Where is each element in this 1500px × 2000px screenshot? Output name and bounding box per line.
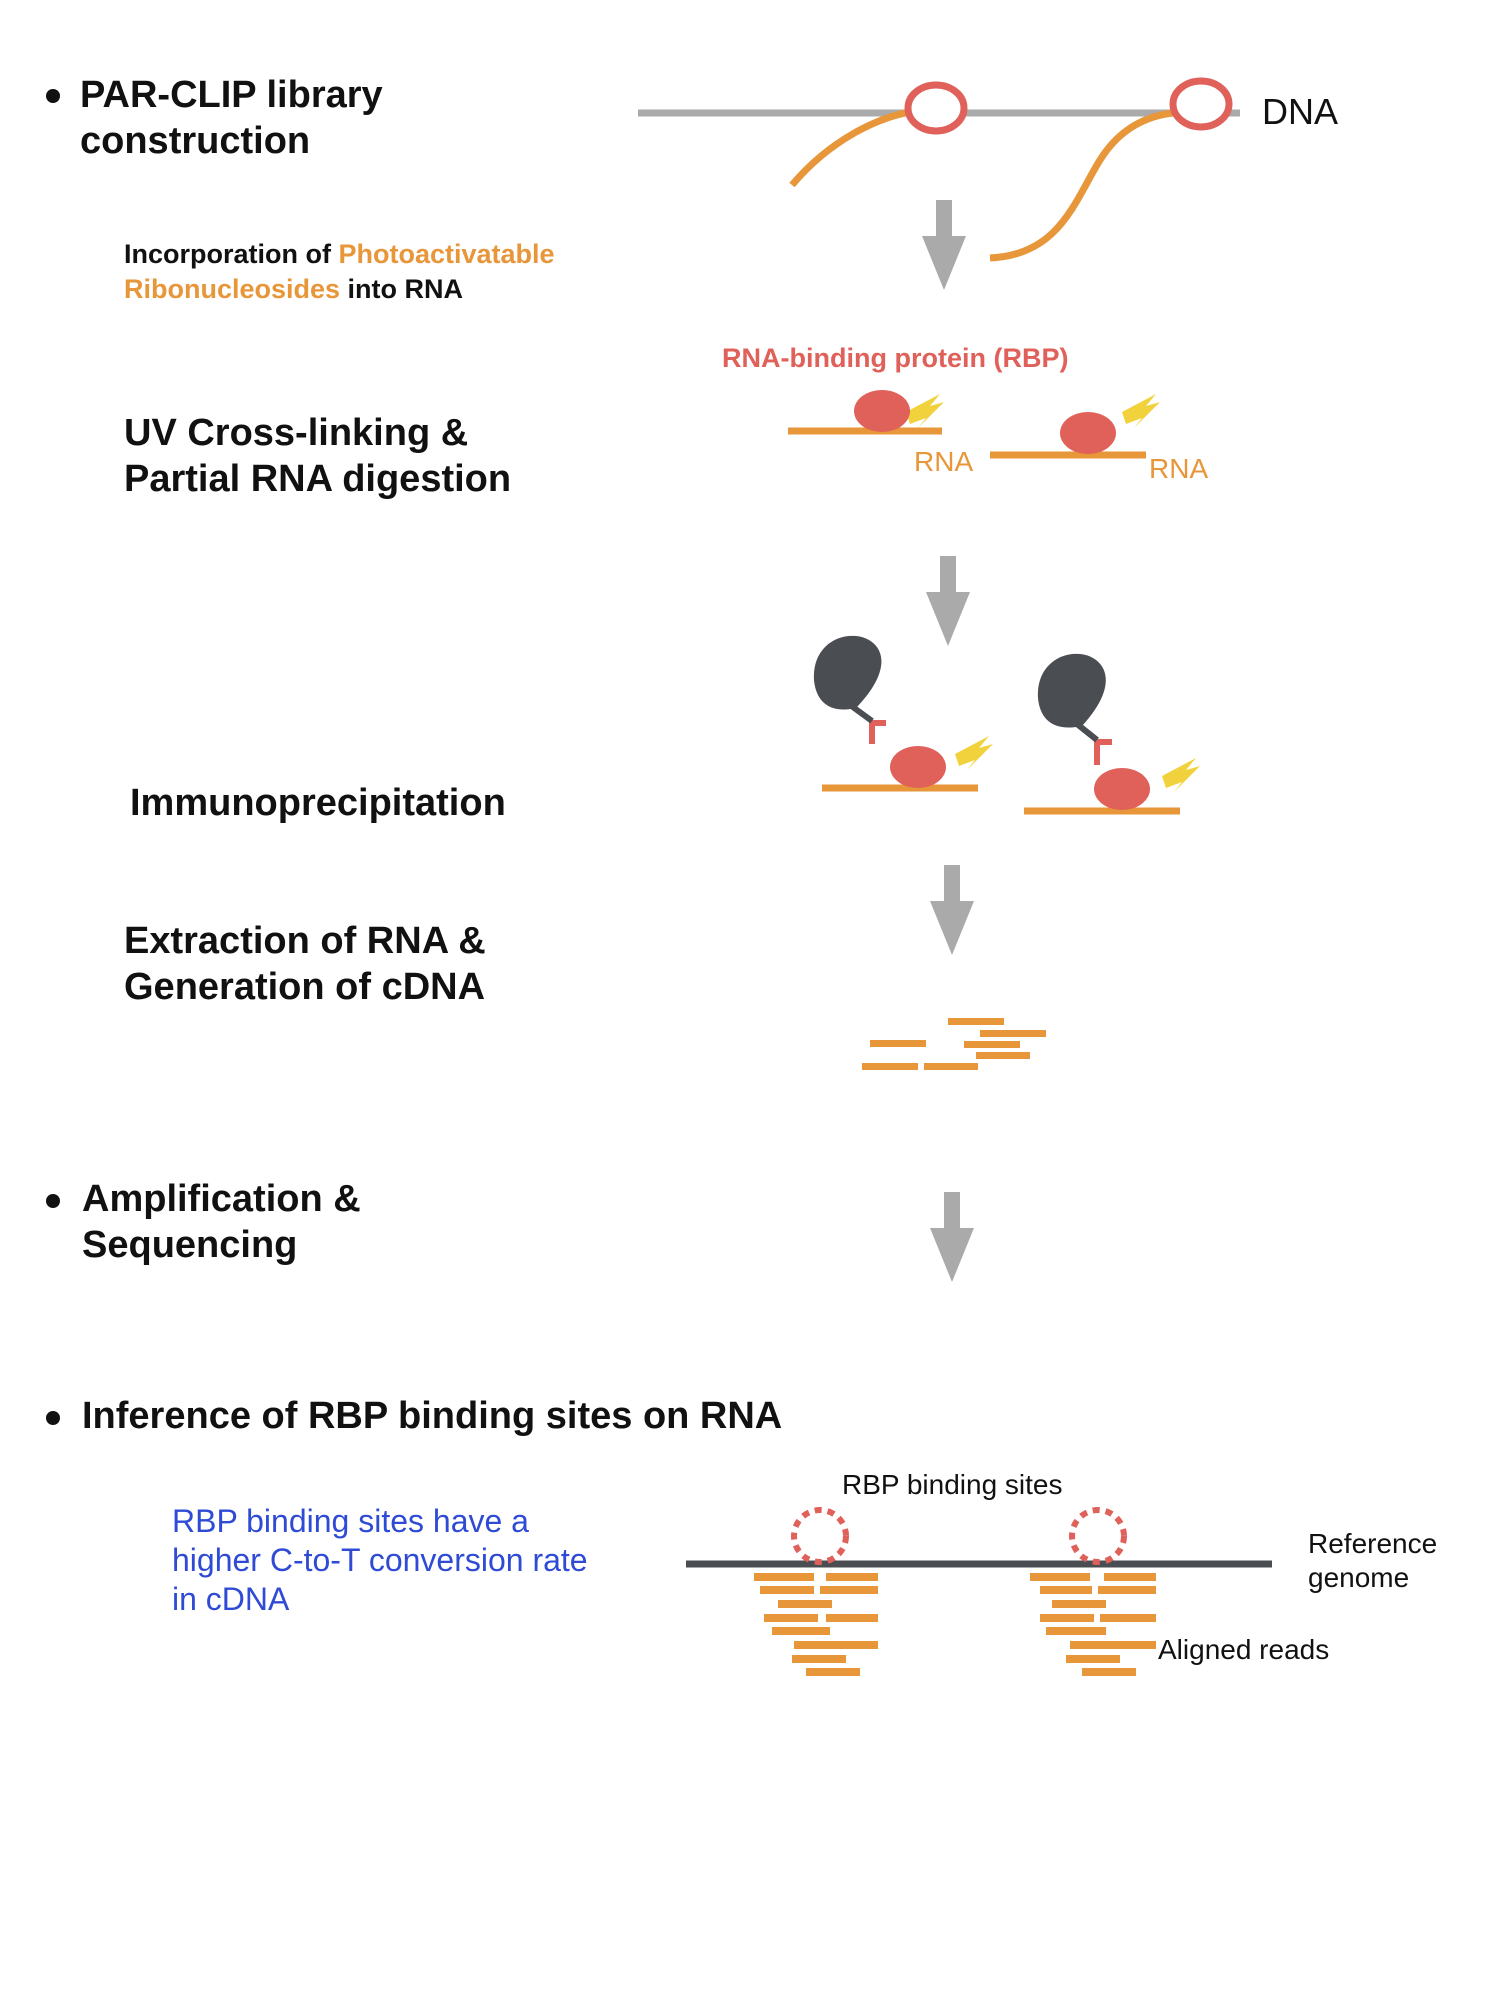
bullet-library xyxy=(46,89,60,103)
ip-bolt-right xyxy=(1162,758,1200,792)
step-extract-line2: Generation of cDNA xyxy=(124,966,486,1008)
arrow-down-4 xyxy=(930,1192,974,1282)
aligned-reads-left xyxy=(754,1573,878,1676)
arrow-down-3 xyxy=(930,865,974,955)
antibody-right xyxy=(1094,739,1112,765)
note-line2: higher C-to-T conversion rate xyxy=(172,1542,588,1578)
bullet-inference xyxy=(46,1411,60,1425)
ip-bolt-left xyxy=(955,736,993,770)
aligned-reads-label: Aligned reads xyxy=(1158,1634,1330,1665)
binding-sites-label: RBP binding sites xyxy=(842,1469,1063,1500)
polymerase-left xyxy=(904,81,968,135)
reference-line2: genome xyxy=(1308,1562,1410,1593)
reference-genome-label: Reference genome xyxy=(1308,1527,1488,1595)
dna-label: DNA xyxy=(1262,91,1339,132)
note-line1: RBP binding sites have a xyxy=(172,1503,529,1539)
incorporation-prefix: Incorporation of xyxy=(124,239,339,269)
incorporation-suffix: into RNA xyxy=(340,274,464,304)
antibody-left xyxy=(869,720,886,744)
step-extract-title: Extraction of RNA & Generation of cDNA xyxy=(124,918,584,1010)
incorporation-highlight-1: Photoactivatable xyxy=(338,239,555,269)
step-ip-text: Immunoprecipitation xyxy=(130,782,506,824)
crosslink-complex-left xyxy=(788,390,944,435)
cdna-fragments xyxy=(862,1018,1046,1070)
bead-left xyxy=(813,635,882,710)
polymerase-right xyxy=(1169,77,1233,131)
uv-bolt-right xyxy=(1122,394,1160,428)
arrow-down-1 xyxy=(922,200,966,290)
step-ip-title: Immunoprecipitation xyxy=(130,780,550,826)
arrow-down-2 xyxy=(926,556,970,646)
dna-transcription-illustration xyxy=(638,77,1240,262)
rbp-left xyxy=(854,390,910,432)
incorporation-text: Incorporation of Photoactivatable Ribonu… xyxy=(124,237,644,307)
ip-complex-right xyxy=(1024,653,1200,815)
ip-complex-left xyxy=(813,635,993,792)
rna-label-left: RNA xyxy=(914,446,974,477)
step-uv-line2: Partial RNA digestion xyxy=(124,458,512,500)
nascent-rna-left xyxy=(789,107,919,188)
step-amp-line2: Sequencing xyxy=(82,1224,298,1266)
step-library-text: PAR-CLIP library construction xyxy=(80,74,383,162)
step-inference-title: Inference of RBP binding sites on RNA xyxy=(82,1393,902,1439)
conversion-note: RBP binding sites have a higher C-to-T c… xyxy=(172,1502,672,1619)
bullet-amplification xyxy=(46,1194,60,1208)
crosslink-complex-right xyxy=(990,394,1160,459)
inference-illustration xyxy=(686,1507,1272,1676)
step-inference-text: Inference of RBP binding sites on RNA xyxy=(82,1395,783,1437)
step-amp-title: Amplification & Sequencing xyxy=(82,1176,482,1268)
incorporation-highlight-2: Ribonucleosides xyxy=(124,274,341,304)
rbp-right xyxy=(1060,412,1116,454)
rbp-label: RNA-binding protein (RBP) xyxy=(722,343,1069,373)
binding-site-right xyxy=(1069,1507,1127,1565)
aligned-reads-right xyxy=(1030,1573,1156,1676)
ip-rbp-left xyxy=(890,746,946,788)
binding-site-left xyxy=(791,1507,849,1565)
step-library-title: PAR-CLIP library construction xyxy=(80,72,460,164)
reference-line1: Reference xyxy=(1308,1528,1438,1559)
step-uv-line1: UV Cross-linking & xyxy=(124,412,469,454)
rna-label-right: RNA xyxy=(1149,453,1209,484)
nascent-rna-right xyxy=(989,108,1191,262)
bead-right xyxy=(1037,653,1106,728)
step-uv-title: UV Cross-linking & Partial RNA digestion xyxy=(124,410,604,502)
step-amp-line1: Amplification & xyxy=(82,1178,361,1220)
note-line3: in cDNA xyxy=(172,1581,290,1617)
ip-rbp-right xyxy=(1094,768,1150,810)
uv-bolt-left xyxy=(906,394,944,428)
step-extract-line1: Extraction of RNA & xyxy=(124,920,486,962)
